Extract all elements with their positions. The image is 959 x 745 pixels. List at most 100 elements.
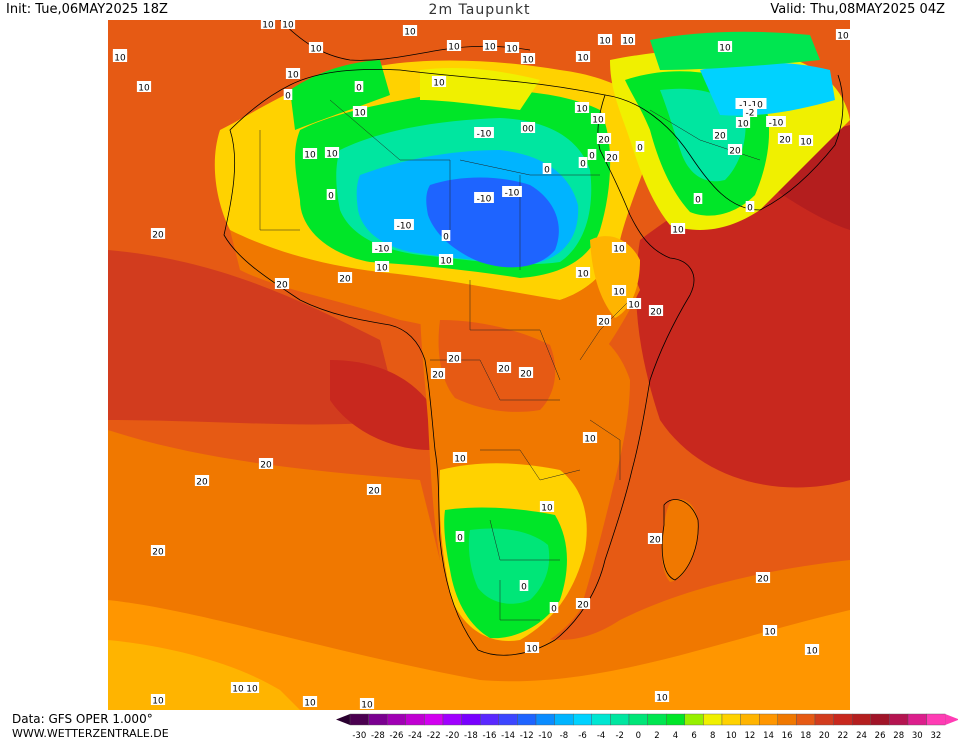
scale-swatch bbox=[833, 713, 853, 726]
scale-swatch bbox=[535, 713, 555, 726]
contour-label-text: 10 bbox=[764, 628, 776, 638]
contour-label-text: 10 bbox=[526, 645, 538, 655]
scale-swatch bbox=[387, 713, 407, 726]
contour-label-text: 20 bbox=[729, 147, 741, 157]
contour-label-text: 10 bbox=[541, 504, 553, 514]
contour-label: 10 bbox=[520, 53, 536, 66]
scale-swatch bbox=[759, 713, 779, 726]
contour-label-text: 10 bbox=[114, 54, 126, 64]
contour-label: 0 bbox=[354, 81, 364, 94]
scale-tick-label: -28 bbox=[371, 731, 385, 741]
mideast-green bbox=[650, 31, 820, 70]
contour-label-text: 0 bbox=[328, 192, 334, 202]
scale-swatch bbox=[740, 713, 760, 726]
contour-label: 10 bbox=[804, 644, 820, 657]
contour-label: 10 bbox=[136, 81, 152, 94]
contour-label: 20 bbox=[596, 315, 612, 328]
scale-swatch bbox=[498, 713, 518, 726]
scale-swatch bbox=[572, 713, 592, 726]
contour-label: 00 bbox=[520, 122, 536, 135]
contour-label-text: 20 bbox=[520, 370, 532, 380]
scale-tick-label: -30 bbox=[352, 731, 366, 741]
contour-label-text: 10 bbox=[304, 151, 316, 161]
contour-label-text: 10 bbox=[376, 264, 388, 274]
contour-label: 10 bbox=[626, 298, 642, 311]
scale-swatch bbox=[889, 713, 909, 726]
scale-swatch bbox=[424, 713, 444, 726]
contour-label: 10 bbox=[670, 223, 686, 236]
contour-label-text: 10 bbox=[672, 226, 684, 236]
scale-swatch bbox=[554, 713, 574, 726]
contour-label-text: 20 bbox=[432, 371, 444, 381]
scale-swatch bbox=[703, 713, 723, 726]
scale-swatch bbox=[684, 713, 704, 726]
contour-label-text: 10 bbox=[282, 21, 294, 31]
scale-tick-label: 18 bbox=[800, 731, 811, 741]
contour-label: 20 bbox=[575, 598, 591, 611]
contour-label-text: 10 bbox=[361, 701, 373, 711]
scale-tick-label: -2 bbox=[615, 731, 623, 741]
contour-label-text: 10 bbox=[287, 71, 299, 81]
contour-label: 0 bbox=[693, 193, 703, 206]
contour-label: 10 bbox=[324, 147, 340, 160]
contour-label-text: 0 bbox=[637, 144, 643, 154]
sahara-blue bbox=[426, 177, 559, 268]
contour-label: 10 bbox=[260, 20, 276, 31]
contour-label: 0 bbox=[578, 157, 588, 170]
contour-label: 10 bbox=[539, 501, 555, 514]
scale-tick-label: 12 bbox=[744, 731, 755, 741]
scale-tick-label: -22 bbox=[427, 731, 441, 741]
scale-min-arrow bbox=[336, 714, 350, 725]
contour-label: -10 bbox=[766, 116, 786, 129]
dewpoint-map: 10 10 10 10 10 10 10 10 10 10 10 10 10 10 10 10 10 10 10 10… bbox=[108, 20, 850, 710]
contour-label-text: 10 bbox=[448, 43, 460, 53]
contour-label-text: 0 bbox=[356, 84, 362, 94]
contour-label: 10 bbox=[302, 696, 318, 709]
west-atlantic-warm bbox=[108, 250, 400, 425]
scale-tick-label: 22 bbox=[837, 731, 848, 741]
contour-label-text: 0 bbox=[551, 605, 557, 615]
contour-label: 20 bbox=[274, 278, 290, 291]
scale-swatch bbox=[479, 713, 499, 726]
contour-label: 0 bbox=[542, 163, 552, 176]
scale-swatch bbox=[666, 713, 686, 726]
scale-tick-label: -10 bbox=[538, 731, 552, 741]
contour-label: 20 bbox=[648, 305, 664, 318]
contour-label: 0 bbox=[745, 201, 755, 214]
contour-label: 0 bbox=[519, 580, 529, 593]
contour-label: 20 bbox=[518, 367, 534, 380]
contour-label-text: 20 bbox=[196, 478, 208, 488]
scale-tick-label: -12 bbox=[520, 731, 534, 741]
scale-swatch bbox=[852, 713, 872, 726]
scale-swatch bbox=[870, 713, 890, 726]
valid-time: Valid: Thu,08MAY2025 04Z bbox=[770, 2, 945, 17]
contour-label-text: 10 bbox=[404, 28, 416, 38]
contour-label: 10 bbox=[150, 694, 166, 707]
contour-label-text: 10 bbox=[262, 21, 274, 31]
contour-label: 10 bbox=[735, 117, 751, 130]
contour-label: -10 bbox=[502, 186, 522, 199]
scale-tick-label: 4 bbox=[673, 731, 678, 741]
kalahari-teal bbox=[468, 528, 550, 604]
contour-label: 10 bbox=[611, 285, 627, 298]
scale-swatch bbox=[517, 713, 537, 726]
contour-label-text: 10 bbox=[454, 455, 466, 465]
scale-swatch bbox=[926, 713, 946, 726]
contour-label-text: 0 bbox=[521, 583, 527, 593]
scale-tick-label: -20 bbox=[445, 731, 459, 741]
scale-swatch bbox=[796, 713, 816, 726]
scale-tick-label: -18 bbox=[464, 731, 478, 741]
contour-label-text: 0 bbox=[589, 152, 595, 162]
contour-label-text: 20 bbox=[779, 136, 791, 146]
contour-label: -10 bbox=[474, 192, 494, 205]
contour-label-text: 10 bbox=[737, 120, 749, 130]
contour-label: 10 bbox=[798, 135, 814, 148]
madagascar bbox=[661, 499, 699, 582]
contour-label: 0 bbox=[635, 141, 645, 154]
contour-label: 10 bbox=[575, 267, 591, 280]
contour-label: -10 bbox=[474, 127, 494, 140]
scale-swatch bbox=[628, 713, 648, 726]
contour-label-text: 20 bbox=[152, 231, 164, 241]
scale-tick-label: 8 bbox=[710, 731, 715, 741]
scale-tick-label: 14 bbox=[763, 731, 774, 741]
